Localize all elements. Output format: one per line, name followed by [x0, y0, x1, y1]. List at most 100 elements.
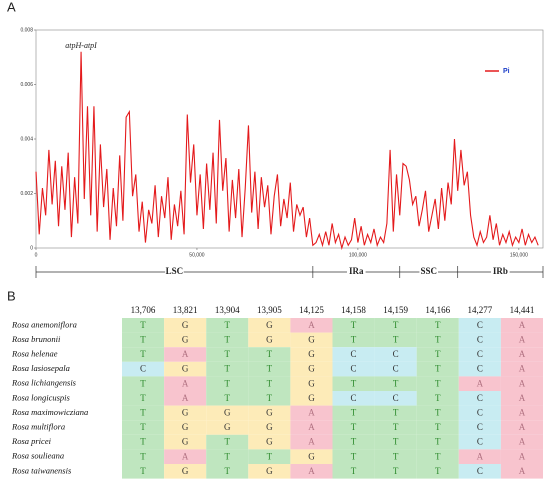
- base-cell: [206, 434, 249, 450]
- base-cell: [122, 405, 165, 421]
- column-header: 13,821: [173, 305, 198, 315]
- base-cell: [122, 347, 165, 362]
- base-cell: [458, 376, 501, 391]
- base-cell: [290, 434, 333, 450]
- base: T: [140, 334, 146, 344]
- base: T: [393, 334, 399, 344]
- base: T: [393, 320, 399, 330]
- base-cell: [500, 361, 543, 377]
- base-cell: [374, 449, 417, 464]
- base: G: [266, 466, 273, 476]
- species-name: Rosa soulieana: [11, 451, 64, 461]
- base: T: [225, 437, 231, 447]
- base: C: [351, 364, 357, 374]
- base: C: [351, 393, 357, 403]
- base-cell: [290, 318, 333, 333]
- base: G: [182, 422, 189, 432]
- base: T: [351, 422, 357, 432]
- base: T: [140, 422, 146, 432]
- base: C: [393, 349, 399, 359]
- base-cell: [290, 405, 333, 421]
- base-cell: [164, 391, 207, 406]
- base-cell: [122, 391, 165, 406]
- base: T: [435, 349, 441, 359]
- base-cell: [332, 420, 375, 435]
- base: T: [225, 466, 231, 476]
- base-cell: [248, 347, 291, 362]
- column-header: 14,441: [510, 305, 535, 315]
- base: G: [308, 349, 315, 359]
- base: T: [435, 407, 441, 417]
- base: C: [477, 320, 483, 330]
- base-cell: [374, 318, 417, 333]
- base: T: [351, 437, 357, 447]
- base: T: [393, 437, 399, 447]
- base: T: [351, 320, 357, 330]
- legend-label: Pi: [503, 68, 510, 75]
- base-cell: [122, 318, 165, 333]
- base-cell: [290, 361, 333, 377]
- species-name: Rosa longicuspis: [11, 392, 71, 402]
- base-cell: [500, 434, 543, 450]
- annotation: atpH-atpI: [65, 41, 97, 50]
- base-cell: [164, 449, 207, 464]
- base: A: [477, 378, 484, 388]
- base: G: [308, 334, 315, 344]
- base-cell: [500, 391, 543, 406]
- base: G: [182, 466, 189, 476]
- base-cell: [164, 318, 207, 333]
- base-cell: [374, 420, 417, 435]
- base-cell: [416, 318, 459, 333]
- base: T: [435, 320, 441, 330]
- base: A: [519, 466, 526, 476]
- base-cell: [332, 347, 375, 362]
- base: C: [477, 437, 483, 447]
- base-cell: [290, 376, 333, 391]
- base: T: [225, 451, 231, 461]
- base-cell: [164, 405, 207, 421]
- base-cell: [164, 361, 207, 377]
- base-cell: [374, 361, 417, 377]
- base-cell: [458, 318, 501, 333]
- base-cell: [206, 420, 249, 435]
- base: A: [308, 422, 315, 432]
- column-header: 14,277: [467, 305, 492, 315]
- base: T: [225, 349, 231, 359]
- base: T: [140, 437, 146, 447]
- base-cell: [416, 449, 459, 464]
- base-cell: [416, 332, 459, 348]
- base: C: [477, 364, 483, 374]
- base-cell: [374, 376, 417, 391]
- base: T: [435, 364, 441, 374]
- base: A: [519, 407, 526, 417]
- base-cell: [332, 376, 375, 391]
- base: A: [308, 466, 315, 476]
- base: T: [140, 320, 146, 330]
- base: A: [182, 378, 189, 388]
- column-header: 14,158: [341, 305, 366, 315]
- y-tick-label: 0.008: [20, 27, 33, 33]
- base: T: [435, 393, 441, 403]
- column-header: 14,166: [425, 305, 450, 315]
- base-cell: [416, 391, 459, 406]
- base: C: [477, 349, 483, 359]
- base: C: [477, 466, 483, 476]
- base-cell: [416, 420, 459, 435]
- base: C: [477, 393, 483, 403]
- base: A: [519, 320, 526, 330]
- base-cell: [206, 347, 249, 362]
- base-cell: [248, 376, 291, 391]
- y-tick-label: 0.002: [20, 191, 33, 197]
- base-cell: [206, 464, 249, 479]
- base-cell: [374, 391, 417, 406]
- base: T: [225, 364, 231, 374]
- base: T: [140, 451, 146, 461]
- species-name: Rosa pricei: [11, 436, 52, 446]
- base-cell: [458, 434, 501, 450]
- base: G: [266, 422, 273, 432]
- y-tick-label: 0.004: [20, 136, 33, 142]
- base: T: [393, 466, 399, 476]
- column-header: 13,904: [215, 305, 240, 315]
- base-cell: [164, 332, 207, 348]
